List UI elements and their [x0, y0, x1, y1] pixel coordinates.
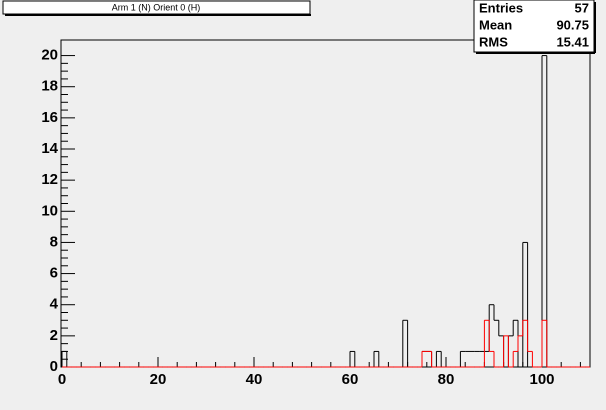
x-tick-label: 60 [342, 371, 359, 388]
x-tick-label: 40 [246, 371, 263, 388]
x-tick-label: 0 [58, 371, 66, 388]
x-tick-label: 20 [150, 371, 167, 388]
stats-label: RMS [479, 34, 508, 49]
chart-title: Arm 1 (N) Orient 0 (H) [112, 2, 201, 12]
y-tick-label: 2 [50, 327, 58, 344]
y-tick-label: 8 [50, 233, 58, 250]
y-tick-label: 12 [41, 171, 58, 188]
x-tick-label: 100 [529, 371, 554, 388]
y-tick-label: 18 [41, 78, 58, 95]
x-tick-label: 80 [438, 371, 455, 388]
y-tick-label: 16 [41, 109, 58, 126]
frame [60, 39, 591, 368]
y-tick-label: 14 [41, 140, 58, 157]
stats-value: 57 [575, 0, 589, 15]
stats-label: Entries [479, 0, 523, 15]
y-tick-label: 6 [50, 265, 58, 282]
y-tick-label: 20 [41, 47, 58, 64]
stats-value: 15.41 [556, 34, 589, 49]
stats-label: Mean [479, 17, 512, 32]
y-tick-label: 10 [41, 202, 58, 219]
stats-box [473, 0, 595, 53]
y-tick-label: 0 [50, 358, 58, 375]
y-tick-label: 4 [50, 296, 59, 313]
stats-value: 90.75 [556, 17, 589, 32]
